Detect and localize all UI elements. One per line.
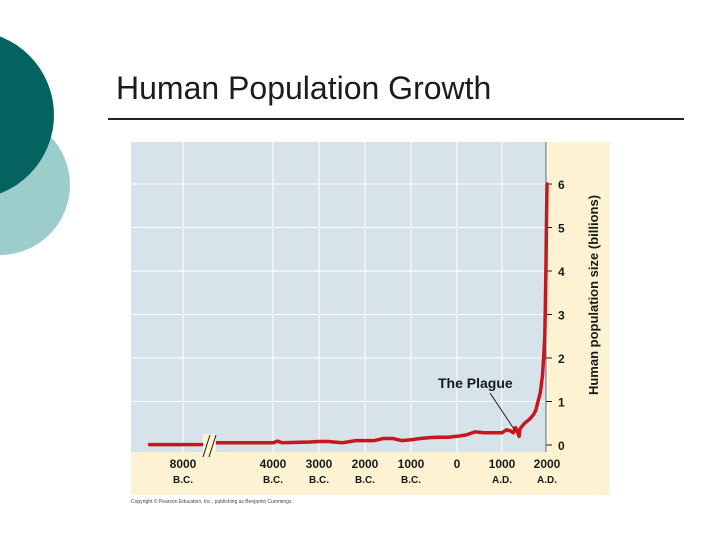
theme-dark-circle <box>0 36 54 194</box>
slide-title: Human Population Growth <box>116 70 492 106</box>
theme-decoration <box>0 36 70 255</box>
x-tick-label: 8000 <box>170 457 197 471</box>
axis-break-mask <box>203 434 216 458</box>
y-tick-label: 2 <box>558 352 565 366</box>
y-axis-label: Human population size (billions) <box>586 195 601 395</box>
x-tick-label: 4000 <box>260 457 287 471</box>
x-tick-era-label: B.C. <box>309 475 329 486</box>
axis-break-mark <box>208 434 217 458</box>
x-tick-label: 1000 <box>489 457 516 471</box>
plague-annotation: The Plague <box>438 375 513 391</box>
y-tick-label: 6 <box>558 178 565 192</box>
x-tick-era-label: B.C. <box>263 475 283 486</box>
x-axis: 8000 B.C. 4000 B.C. 3000 B.C. 2000 B.C. 1000 B.C.… <box>170 457 561 486</box>
plot-area <box>131 142 547 452</box>
population-line <box>147 182 549 447</box>
x-tick-label: 2000 <box>352 457 379 471</box>
x-tick-era-label: B.C. <box>173 475 193 486</box>
axis-break-mark <box>202 434 211 458</box>
x-tick-label: 1000 <box>398 457 425 471</box>
y-tick-label: 5 <box>558 222 565 236</box>
x-tick-label: 2000 <box>534 457 561 471</box>
plague-annotation-leader <box>489 392 515 430</box>
x-tick-era-label: A.D. <box>537 475 557 486</box>
y-tick-label: 4 <box>558 265 565 279</box>
x-tick-label: 3000 <box>306 457 333 471</box>
title-divider <box>108 118 684 120</box>
x-tick-era-label: A.D. <box>492 475 512 486</box>
y-tick-label: 1 <box>558 396 565 410</box>
copyright-notice: Copyright © Pearson Education, Inc., pub… <box>131 499 293 505</box>
x-tick-era-label: B.C. <box>355 475 375 486</box>
y-tick-label: 0 <box>558 439 565 453</box>
x-tick-label: 0 <box>454 457 461 471</box>
x-tick-era-label: B.C. <box>401 475 421 486</box>
y-tick-label: 3 <box>558 309 565 323</box>
